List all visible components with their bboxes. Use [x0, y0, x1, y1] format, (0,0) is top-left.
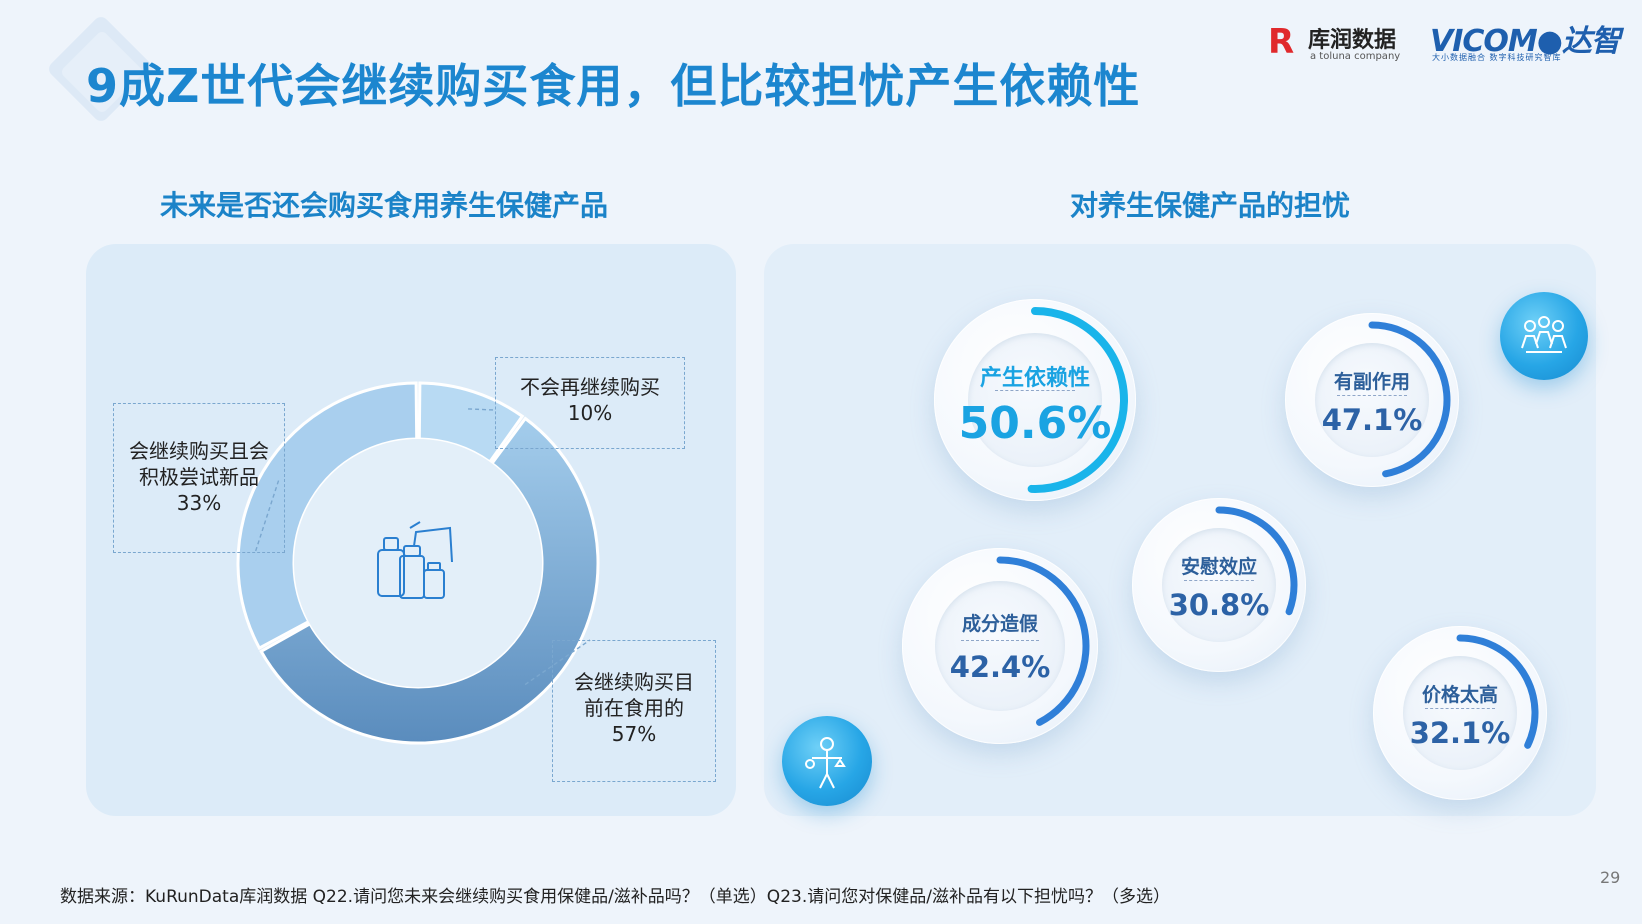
concern-value: 32.1% [1409, 716, 1511, 751]
concern-bubble-arc-svg [1215, 506, 1298, 616]
concern-bubble: 成分造假 42.4% [902, 548, 1098, 744]
crowd-icon-ball [1500, 292, 1588, 380]
concern-bubble: 安慰效应 30.8% [1132, 498, 1306, 672]
concern-label: 产生依赖性 [979, 365, 1090, 391]
crowd-icon [1521, 316, 1567, 353]
donut-label-text: 会继续购买且会 [129, 439, 269, 463]
right-section-title: 对养生保健产品的担忧 [1070, 189, 1351, 222]
person-balance-icon [805, 737, 846, 789]
donut-label-no-rebuy: 不会再继续购买 10% [495, 357, 685, 449]
concern-bubble-inner [1314, 342, 1430, 458]
concern-value: 30.8% [1168, 588, 1270, 623]
concern-bubble: 产生依赖性 50.6% [934, 299, 1136, 501]
concern-label: 价格太高 [1421, 683, 1498, 706]
concern-bubble-inner [1402, 655, 1518, 771]
concern-value-arc [1027, 307, 1128, 493]
concern-divider [1337, 394, 1407, 396]
concern-value: 50.6% [958, 397, 1112, 449]
concern-divider [1425, 707, 1495, 709]
concern-value-arc [1368, 321, 1451, 478]
concern-bubble-arc-svg [1027, 307, 1128, 493]
concern-label: 有副作用 [1333, 370, 1410, 393]
donut-label-try-new: 会继续购买且会 积极尝试新品 33% [113, 403, 285, 553]
concern-value: 42.4% [949, 649, 1051, 684]
supplement-bottles-icon [377, 521, 453, 599]
donut-label-text: 积极尝试新品 [139, 465, 259, 489]
kurun-logo-sub: a toluna company [1310, 51, 1401, 62]
left-section-title: 未来是否还会购买食用养生保健产品 [160, 189, 609, 222]
concern-bubble-inner [935, 581, 1065, 711]
vicom-logo-sub: 大小数据融合 数字科技研究智库 [1432, 53, 1562, 62]
concern-value: 47.1% [1321, 403, 1423, 438]
page-title: 9成Z世代会继续购买食用，但比较担忧产生依赖性 [86, 59, 1141, 113]
donut-label-value: 10% [567, 401, 613, 425]
donut-label-value: 57% [611, 722, 657, 746]
concern-label: 成分造假 [961, 612, 1038, 635]
donut-label-value: 33% [176, 491, 222, 515]
data-source-footnote: 数据来源：KuRunData库润数据 Q22.请问您未来会继续购买食用保健品/滋… [60, 887, 1170, 907]
concern-bubble-inner [968, 333, 1102, 467]
concern-divider [960, 640, 1040, 642]
kurun-logo-mark: R [1268, 22, 1295, 62]
person-icon-ball [782, 716, 872, 806]
concern-value-arc [1456, 634, 1539, 749]
concern-bubble-arc-svg [996, 556, 1090, 726]
donut-label-text: 会继续购买目 [574, 670, 694, 694]
donut-leader-line [254, 480, 280, 554]
vicom-logo: VICOM●达智 大小数据融合 数字科技研究智库 [1430, 16, 1621, 66]
donut-label-text: 不会再继续购买 [520, 375, 660, 399]
concern-bubble: 有副作用 47.1% [1285, 313, 1459, 487]
donut-hole [294, 439, 542, 687]
page-number: 29 [1600, 868, 1621, 887]
donut-leader-line [468, 408, 496, 411]
concern-value-arc [1215, 506, 1298, 616]
kurun-logo: R 库润数据 a toluna company [1268, 22, 1418, 66]
vicom-logo-name: VICOM●达智 [1430, 24, 1621, 59]
concern-bubble-arc-svg [1368, 321, 1451, 478]
concern-value-arc [996, 556, 1090, 726]
concern-bubble: 价格太高 32.1% [1373, 626, 1547, 800]
concern-bubble-arc-svg [1456, 634, 1539, 749]
kurun-logo-name: 库润数据 [1308, 28, 1397, 53]
concern-divider [1184, 579, 1254, 581]
donut-leader-line [524, 639, 591, 686]
donut-label-text: 前在食用的 [584, 696, 684, 720]
concern-divider [994, 389, 1076, 391]
concern-bubble-inner [1161, 527, 1277, 643]
concern-label: 安慰效应 [1180, 555, 1257, 578]
donut-label-keep-current: 会继续购买目 前在食用的 57% [552, 640, 716, 782]
